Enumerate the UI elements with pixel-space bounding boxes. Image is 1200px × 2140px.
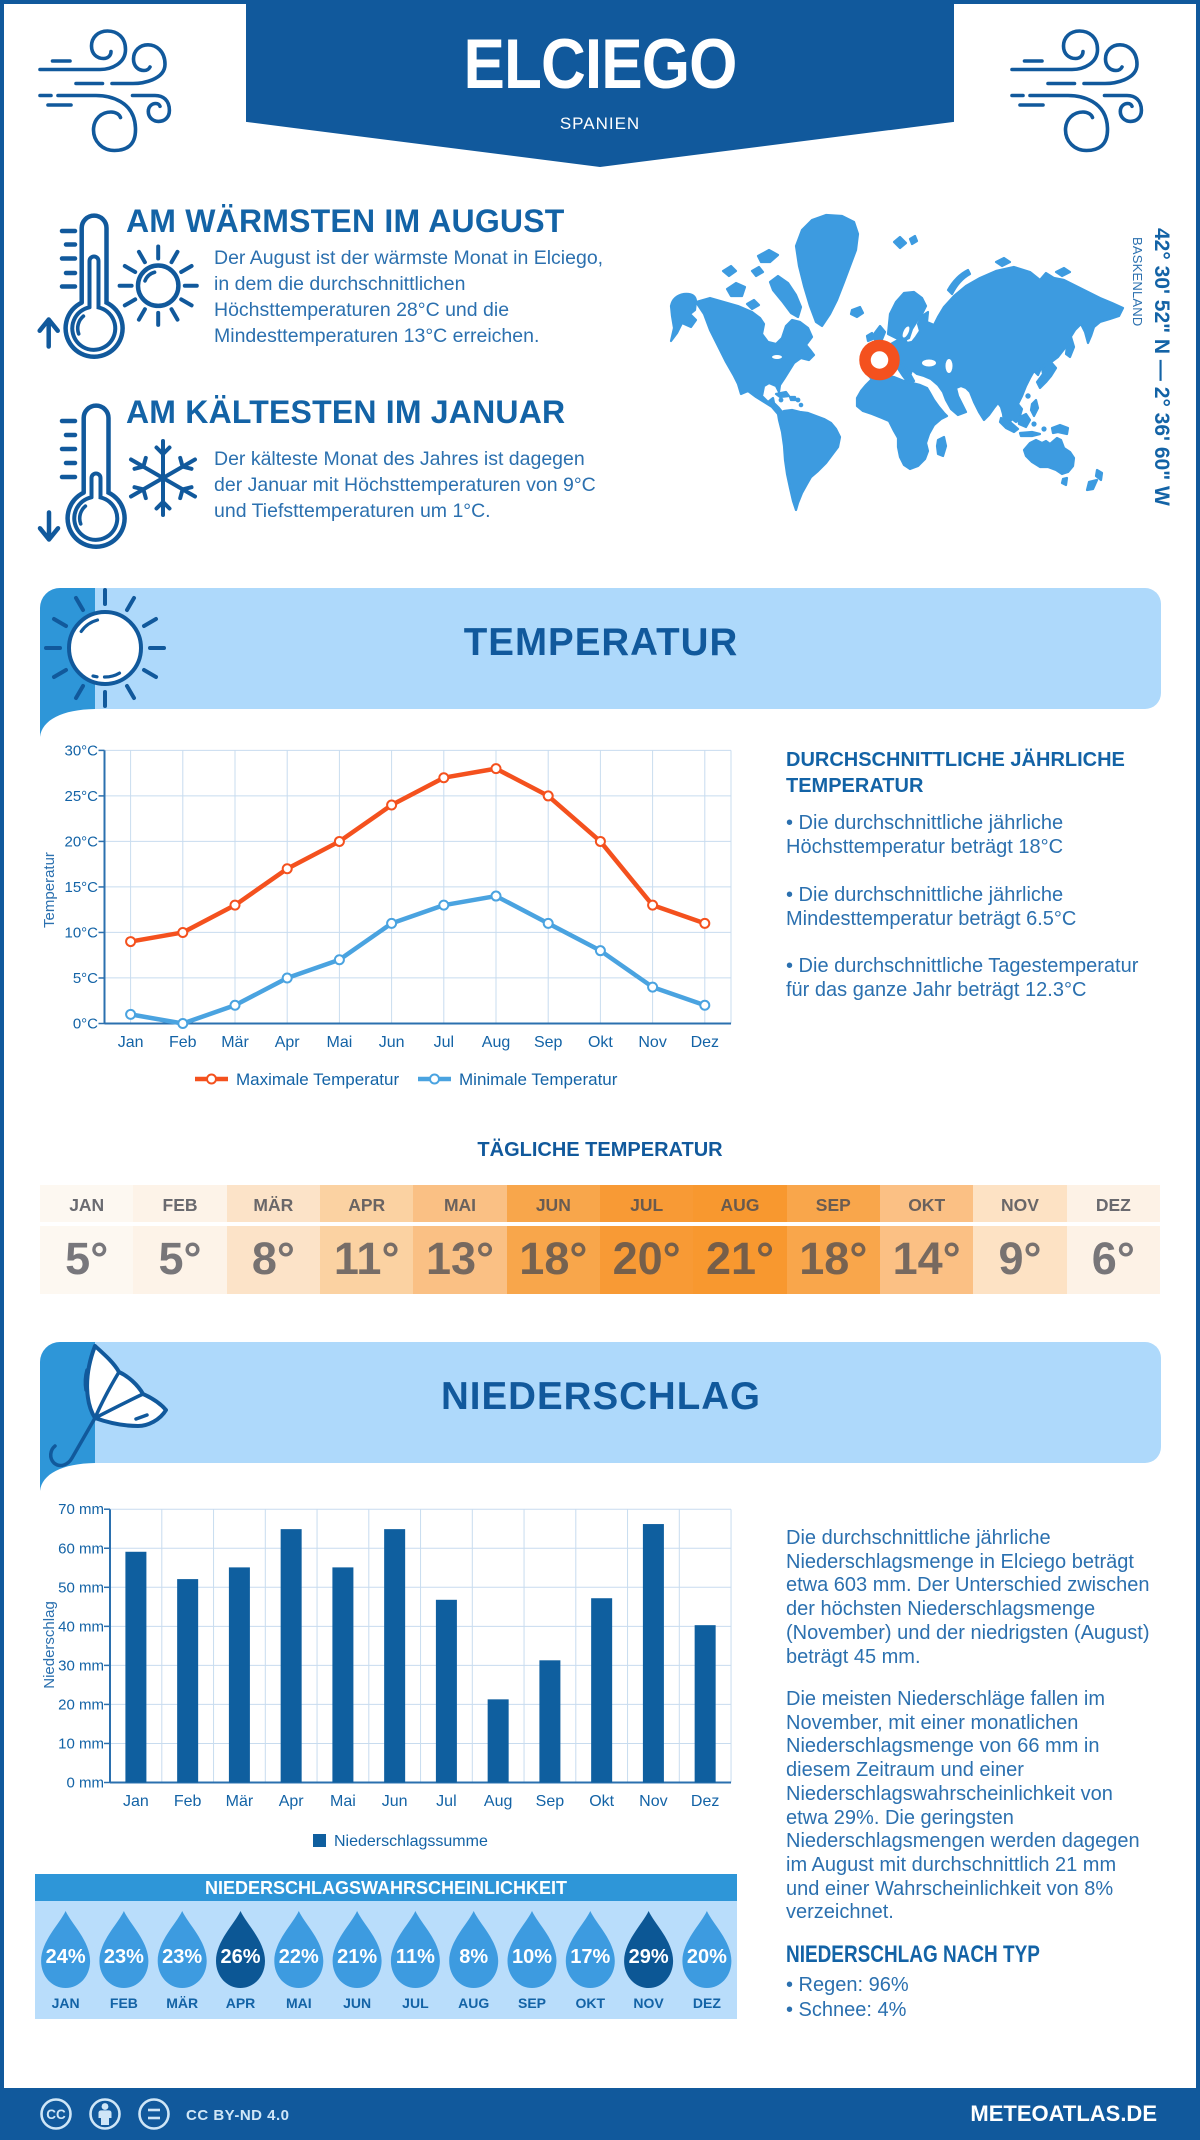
svg-text:29%: 29%: [629, 1946, 669, 1968]
svg-text:Dez: Dez: [691, 1034, 719, 1051]
svg-text:23%: 23%: [104, 1946, 144, 1968]
svg-text:JUN: JUN: [343, 1995, 371, 2011]
svg-text:30 mm: 30 mm: [58, 1657, 104, 1674]
svg-text:Jan: Jan: [118, 1034, 144, 1051]
svg-text:Apr: Apr: [279, 1793, 305, 1810]
svg-text:Mär: Mär: [221, 1034, 249, 1051]
svg-text:JAN: JAN: [52, 1995, 80, 2011]
svg-text:Nov: Nov: [639, 1793, 667, 1810]
svg-text:Okt: Okt: [588, 1034, 613, 1051]
svg-text:JUL: JUL: [402, 1995, 429, 2011]
svg-text:20 mm: 20 mm: [58, 1696, 104, 1713]
svg-text:0 mm: 0 mm: [67, 1775, 105, 1792]
svg-text:CC BY-ND 4.0: CC BY-ND 4.0: [186, 2107, 290, 2124]
svg-text:Jul: Jul: [436, 1793, 456, 1810]
svg-text:10 mm: 10 mm: [58, 1735, 104, 1752]
svg-text:Dez: Dez: [691, 1793, 719, 1810]
svg-text:Jun: Jun: [379, 1034, 405, 1051]
svg-text:60 mm: 60 mm: [58, 1540, 104, 1557]
svg-text:17%: 17%: [570, 1946, 610, 1968]
svg-text:Sep: Sep: [536, 1793, 565, 1810]
svg-text:CC: CC: [46, 2107, 66, 2122]
svg-text:30°C: 30°C: [64, 742, 98, 759]
svg-text:10%: 10%: [512, 1946, 552, 1968]
svg-text:NOV: NOV: [633, 1995, 664, 2011]
svg-text:8%: 8%: [459, 1946, 488, 1968]
svg-text:Okt: Okt: [589, 1793, 614, 1810]
svg-text:20%: 20%: [687, 1946, 727, 1968]
svg-text:MÄR: MÄR: [166, 1995, 198, 2011]
svg-text:Feb: Feb: [174, 1793, 202, 1810]
svg-text:24%: 24%: [46, 1946, 86, 1968]
svg-text:Jun: Jun: [382, 1793, 408, 1810]
svg-text:20°C: 20°C: [64, 833, 98, 850]
svg-text:22%: 22%: [279, 1946, 319, 1968]
svg-text:26%: 26%: [220, 1946, 260, 1968]
svg-text:21%: 21%: [337, 1946, 377, 1968]
svg-text:11%: 11%: [396, 1946, 435, 1968]
svg-text:0°C: 0°C: [73, 1016, 98, 1033]
svg-text:Apr: Apr: [275, 1034, 301, 1051]
svg-text:Niederschlagssumme: Niederschlagssumme: [334, 1833, 488, 1850]
svg-text:15°C: 15°C: [64, 879, 98, 896]
svg-text:Mär: Mär: [226, 1793, 254, 1810]
svg-text:5°C: 5°C: [73, 970, 98, 987]
svg-text:Sep: Sep: [534, 1034, 563, 1051]
svg-text:SEP: SEP: [518, 1995, 546, 2011]
svg-text:Mai: Mai: [330, 1793, 356, 1810]
svg-text:Minimale Temperatur: Minimale Temperatur: [459, 1070, 618, 1089]
svg-text:FEB: FEB: [110, 1995, 138, 2011]
svg-text:Jul: Jul: [434, 1034, 454, 1051]
svg-text:40 mm: 40 mm: [58, 1618, 104, 1635]
svg-text:Feb: Feb: [169, 1034, 197, 1051]
svg-text:10°C: 10°C: [64, 924, 98, 941]
svg-text:70 mm: 70 mm: [58, 1501, 104, 1518]
svg-text:Niederschlag: Niederschlag: [41, 1601, 58, 1689]
svg-text:25°C: 25°C: [64, 788, 98, 805]
svg-text:Aug: Aug: [482, 1034, 510, 1051]
svg-text:OKT: OKT: [576, 1995, 606, 2011]
svg-text:APR: APR: [226, 1995, 256, 2011]
svg-text:Aug: Aug: [484, 1793, 512, 1810]
svg-text:Nov: Nov: [638, 1034, 666, 1051]
svg-text:AUG: AUG: [458, 1995, 489, 2011]
svg-text:Jan: Jan: [123, 1793, 149, 1810]
svg-text:Mai: Mai: [327, 1034, 353, 1051]
svg-text:23%: 23%: [162, 1946, 202, 1968]
svg-text:DEZ: DEZ: [693, 1995, 721, 2011]
svg-text:Temperatur: Temperatur: [41, 852, 58, 928]
svg-text:50 mm: 50 mm: [58, 1579, 104, 1596]
svg-text:Maximale Temperatur: Maximale Temperatur: [236, 1070, 399, 1089]
svg-text:MAI: MAI: [286, 1995, 312, 2011]
